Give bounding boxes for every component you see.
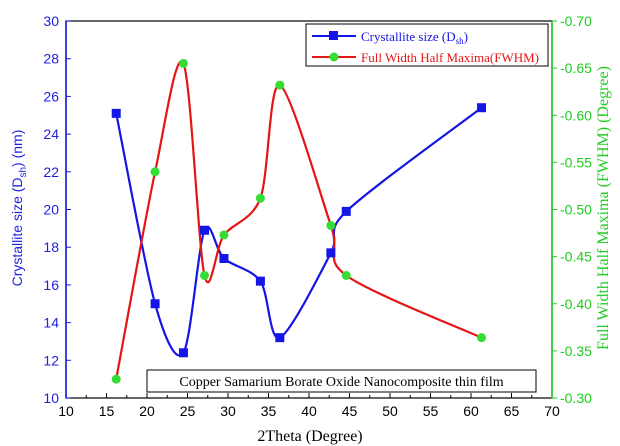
data-point-fwhm: [255, 193, 265, 203]
x-tick-label: 60: [463, 403, 479, 419]
legend-label-crystallite: Crystallite size (D: [361, 29, 456, 44]
legend: Crystallite size (Dsh) Full Width Half M…: [305, 23, 549, 67]
data-point-crystallite: [200, 225, 210, 235]
y-left-tick-label: 26: [43, 88, 59, 104]
legend-box: [305, 23, 549, 67]
legend-marker-fwhm: [329, 52, 339, 62]
annotation-box: [146, 369, 537, 393]
x-tick-label: 10: [58, 403, 74, 419]
y-right-tick-label: -0.50: [560, 202, 592, 218]
y-right-axis-title: Full Width Half Maxima (FWHM) (Degree): [595, 66, 612, 350]
x-tick-label: 20: [139, 403, 155, 419]
data-point-fwhm: [219, 230, 229, 240]
x-tick-label: 15: [99, 403, 115, 419]
legend-label-crystallite-sub: sh: [456, 36, 465, 46]
series-line-0: [115, 106, 483, 357]
data-point-crystallite: [219, 254, 229, 264]
data-point-fwhm: [326, 221, 336, 231]
x-tick-label: 45: [342, 403, 358, 419]
data-point-crystallite: [178, 348, 188, 358]
y-left-tick-label: 16: [43, 277, 59, 293]
legend-marker-crystallite: [329, 31, 338, 40]
x-axis-title: 2Theta (Degree): [257, 428, 362, 445]
data-point-fwhm: [178, 58, 188, 68]
data-point-fwhm: [200, 270, 210, 280]
x-tick-label: 55: [423, 403, 439, 419]
y-left-tick-label: 12: [43, 352, 59, 368]
y-left-axis-title-sub: sh: [18, 167, 29, 178]
annotation: Copper Samarium Borate Oxide Nanocomposi…: [146, 369, 537, 393]
data-point-crystallite: [275, 333, 285, 343]
x-tick-label: 65: [504, 403, 520, 419]
y-left-tick-label: 20: [43, 202, 59, 218]
legend-label-fwhm: Full Width Half Maxima(FWHM): [361, 50, 539, 65]
x-tick-label: 25: [180, 403, 196, 419]
x-tick-label: 50: [382, 403, 398, 419]
series-layer: [111, 58, 487, 384]
data-point-fwhm: [275, 80, 285, 90]
data-point-fwhm: [111, 374, 121, 384]
data-point-crystallite: [477, 103, 487, 113]
x-tick-label: 35: [261, 403, 277, 419]
y-right-tick-label: -0.60: [560, 107, 592, 123]
data-point-fwhm: [150, 167, 160, 177]
annotation-text: Copper Samarium Borate Oxide Nanocomposi…: [179, 375, 503, 390]
y-left-tick-label: 24: [43, 126, 59, 142]
x-tick-label: 70: [544, 403, 560, 419]
y-right-tick-label: -0.55: [560, 154, 592, 170]
y-left-tick-label: 18: [43, 239, 59, 255]
data-point-crystallite: [111, 108, 121, 118]
x-tick-label: 40: [301, 403, 317, 419]
y-right-tick-label: -0.40: [560, 296, 592, 312]
data-point-crystallite: [341, 206, 351, 216]
y-left-tick-label: 28: [43, 51, 59, 67]
y-right-tick-label: -0.35: [560, 343, 592, 359]
data-point-crystallite: [255, 276, 265, 286]
y-right-tick-label: -0.65: [560, 60, 592, 76]
x-tick-label: 30: [220, 403, 236, 419]
y-right-tick-label: -0.45: [560, 249, 592, 265]
data-point-crystallite: [326, 248, 336, 258]
y-left-tick-label: 14: [43, 315, 59, 331]
y-right-tick-label: -0.70: [560, 13, 592, 29]
svg-text:Crystallite size (Dsh): Crystallite size (Dsh): [361, 29, 468, 46]
y-left-axis-title-tail: ) (nm): [9, 130, 25, 167]
data-point-crystallite: [150, 299, 160, 309]
data-point-fwhm: [341, 270, 351, 280]
y-left-tick-label: 30: [43, 13, 59, 29]
legend-label-crystallite-tail: ): [464, 29, 468, 44]
y-left-tick-label: 22: [43, 164, 59, 180]
axes-layer: 10 15 20 25 30 35 40 45 50 55 60 65 70 10 12 14 16 18 20 22…: [43, 13, 592, 419]
data-point-fwhm: [477, 333, 487, 343]
y-left-tick-label: 10: [43, 390, 59, 406]
series-line-1: [115, 60, 482, 380]
y-left-axis-title: Crystallite size (Dsh) (nm): [9, 130, 29, 287]
y-left-axis-title-main: Crystallite size (D: [9, 177, 25, 286]
y-right-tick-label: -0.30: [560, 390, 592, 406]
